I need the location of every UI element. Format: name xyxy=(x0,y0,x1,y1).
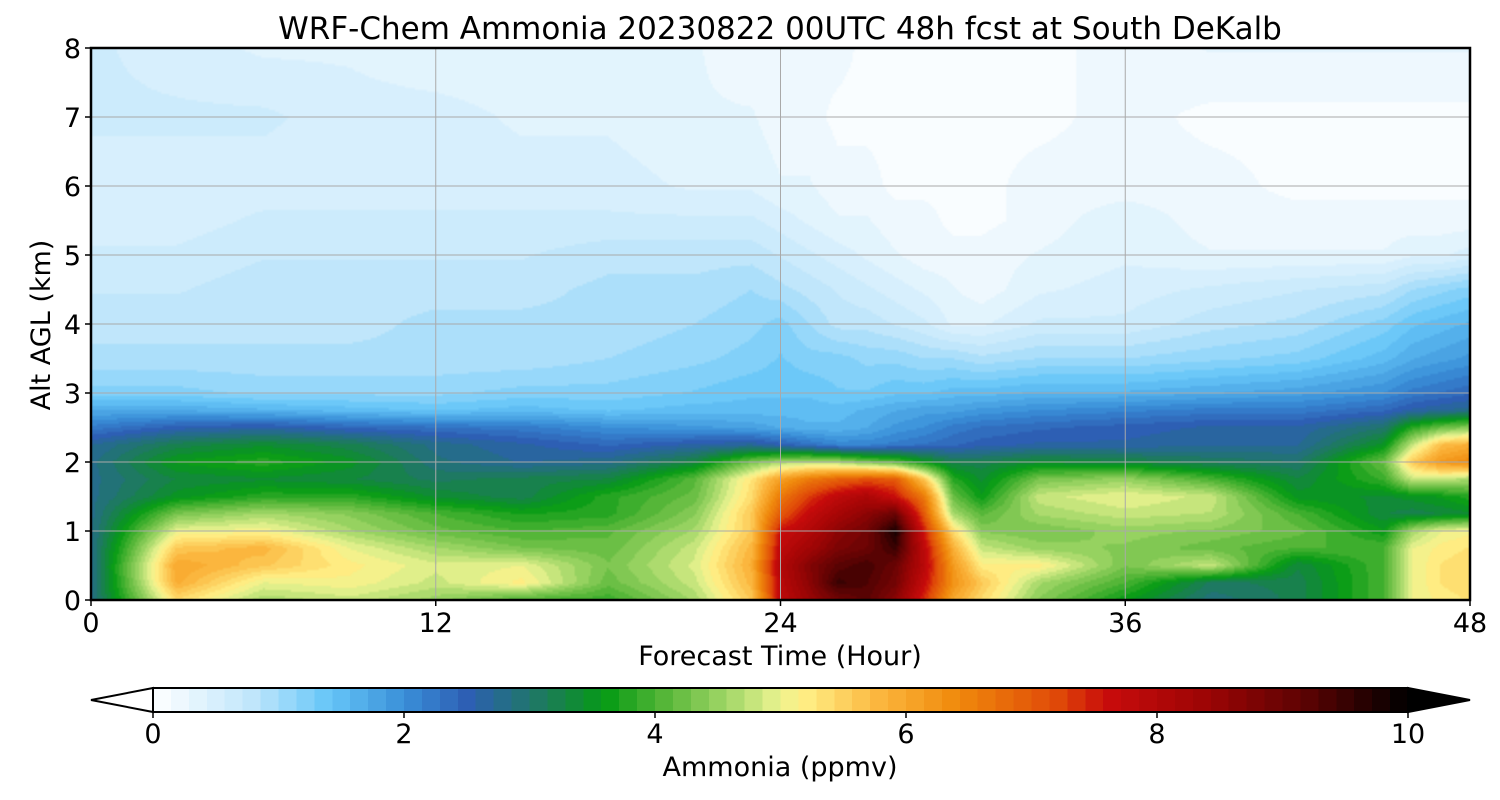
y-tick-label: 1 xyxy=(64,517,81,548)
y-tick-label: 5 xyxy=(64,241,81,272)
colorbar-tick-label: 6 xyxy=(897,719,914,750)
colorbar-gradient xyxy=(153,688,1408,712)
colorbar-label: Ammonia (ppmv) xyxy=(663,752,898,783)
colorbar-tick-label: 10 xyxy=(1391,719,1425,750)
y-tick-label: 4 xyxy=(64,310,81,341)
y-tick-label: 6 xyxy=(64,172,81,203)
x-tick-label: 36 xyxy=(1108,608,1142,639)
x-tick-label: 24 xyxy=(763,608,797,639)
x-tick-label: 12 xyxy=(419,608,453,639)
x-tick-label: 48 xyxy=(1453,608,1487,639)
y-tick-label: 3 xyxy=(64,379,81,410)
y-tick-label: 7 xyxy=(64,103,81,134)
colorbar-ticks: 0 2 4 6 8 10 xyxy=(144,712,1425,750)
y-tick-label: 8 xyxy=(64,34,81,65)
y-axis-label: Alt AGL (km) xyxy=(26,240,57,411)
y-tick-label: 0 xyxy=(64,586,81,617)
colorbar-tick-label: 2 xyxy=(395,719,412,750)
y-axis: 0 1 2 3 4 5 6 7 8 xyxy=(64,34,91,617)
colorbar-tick-label: 8 xyxy=(1148,719,1165,750)
colorbar-tick-label: 0 xyxy=(144,719,161,750)
x-tick-label: 0 xyxy=(82,608,99,639)
x-axis: 0 12 24 36 48 xyxy=(82,600,1487,639)
colorbar-frame xyxy=(152,687,1409,713)
colorbar-over-triangle xyxy=(1407,686,1471,714)
x-axis-label: Forecast Time (Hour) xyxy=(638,641,922,672)
chart-title: WRF-Chem Ammonia 20230822 00UTC 48h fcst… xyxy=(278,11,1282,47)
plot-area xyxy=(89,46,1472,602)
colorbar-under-triangle xyxy=(90,686,154,714)
colorbar: 0 2 4 6 8 10 xyxy=(90,686,1471,750)
colorbar-tick-label: 4 xyxy=(646,719,663,750)
y-tick-label: 2 xyxy=(64,448,81,479)
